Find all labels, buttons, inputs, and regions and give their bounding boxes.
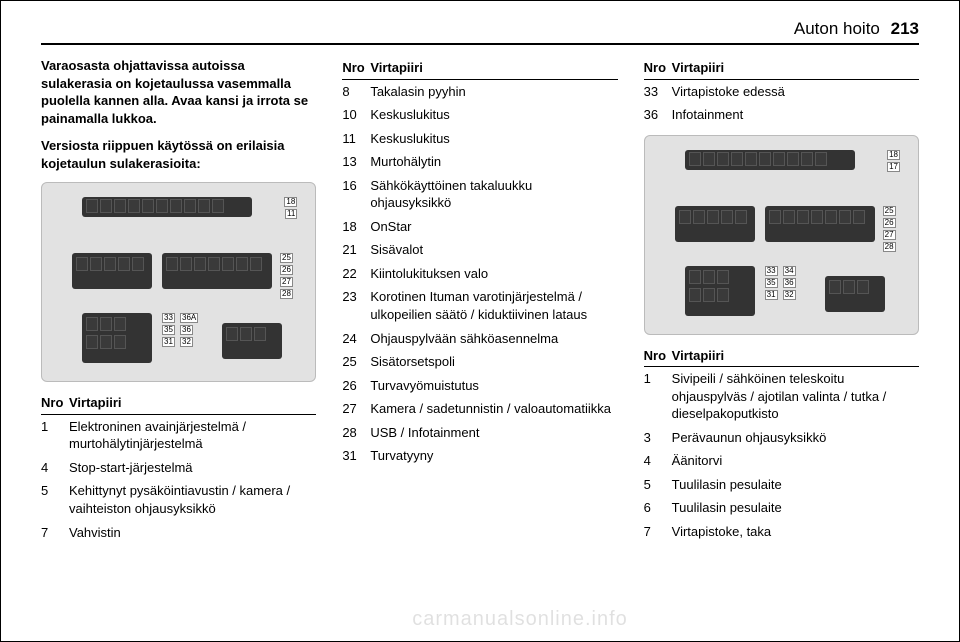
table-row: 1Sivipeili / sähköinen teleskoitu ohjaus… — [644, 367, 919, 426]
table-row: 36Infotainment — [644, 103, 919, 127]
table-row: 5Kehittynyt pysäköintiavustin / kamera /… — [41, 479, 316, 520]
intro-paragraph-1: Varaosasta ohjattavissa autoissa sulaker… — [41, 57, 316, 127]
fuse-table-1: Nro Virtapiiri 1Elektroninen avainjärjes… — [41, 392, 316, 544]
col-header-circuit: Virtapiiri — [370, 57, 617, 79]
col-header-num: Nro — [41, 392, 69, 414]
watermark: carmanualsonline.info — [41, 608, 960, 631]
col-header-num: Nro — [342, 57, 370, 79]
table-row: 3Perävaunun ohjausyksikkö — [644, 426, 919, 450]
table-row: 4Äänitorvi — [644, 449, 919, 473]
table-row: 4Stop-start-järjestelmä — [41, 456, 316, 480]
table-row: 21Sisävalot — [342, 238, 617, 262]
fuse-table-3b: Nro Virtapiiri 1Sivipeili / sähköinen te… — [644, 345, 919, 544]
content-columns: Varaosasta ohjattavissa autoissa sulaker… — [41, 57, 919, 611]
fuse-table-2: Nro Virtapiiri 8Takalasin pyyhin 10Kesku… — [342, 57, 617, 468]
table-row: 11Keskuslukitus — [342, 127, 617, 151]
col-header-num: Nro — [644, 345, 672, 367]
fuse-table-3a: Nro Virtapiiri 33Virtapistoke edessä 36I… — [644, 57, 919, 127]
table-row: 23Korotinen Ituman varotinjärjestelmä / … — [342, 285, 617, 326]
table-row: 33Virtapistoke edessä — [644, 79, 919, 103]
table-row: 5Tuulilasin pesulaite — [644, 473, 919, 497]
table-row: 16Sähkökäyttöinen takaluukku ohjausyksik… — [342, 174, 617, 215]
manual-page: Auton hoito 213 Varaosasta ohjattavissa … — [0, 0, 960, 642]
column-2: Nro Virtapiiri 8Takalasin pyyhin 10Kesku… — [342, 57, 617, 611]
table-row: 7Vahvistin — [41, 521, 316, 545]
table-row: 7Virtapistoke, taka — [644, 520, 919, 544]
page-header: Auton hoito 213 — [794, 19, 919, 39]
col-header-num: Nro — [644, 57, 672, 79]
table-row: 24Ohjauspylvään sähköasennelma — [342, 327, 617, 351]
col-header-circuit: Virtapiiri — [69, 392, 316, 414]
table-row: 18OnStar — [342, 215, 617, 239]
table-row: 13Murtohälytin — [342, 150, 617, 174]
section-title: Auton hoito — [794, 19, 880, 38]
table-row: 27Kamera / sadetunnistin / valoautomatii… — [342, 397, 617, 421]
header-rule — [41, 43, 919, 45]
table-row: 6Tuulilasin pesulaite — [644, 496, 919, 520]
table-row: 8Takalasin pyyhin — [342, 79, 617, 103]
col-header-circuit: Virtapiiri — [672, 57, 919, 79]
table-row: 25Sisätorsetspoli — [342, 350, 617, 374]
table-row: 31Turvatyyny — [342, 444, 617, 468]
column-3: Nro Virtapiiri 33Virtapistoke edessä 36I… — [644, 57, 919, 611]
table-row: 22Kiintolukituksen valo — [342, 262, 617, 286]
fusebox-diagram-2: 18 17 25 26 27 28 — [644, 135, 919, 335]
intro-paragraph-2: Versiosta riippuen käytössä on erilaisia… — [41, 137, 316, 172]
table-row: 1Elektroninen avainjärjestelmä / murtohä… — [41, 414, 316, 456]
table-row: 26Turvavyömuistutus — [342, 374, 617, 398]
table-row: 28USB / Infotainment — [342, 421, 617, 445]
fusebox-diagram-1: 18 11 25 26 27 28 — [41, 182, 316, 382]
page-number: 213 — [891, 19, 919, 38]
column-1: Varaosasta ohjattavissa autoissa sulaker… — [41, 57, 316, 611]
table-row: 10Keskuslukitus — [342, 103, 617, 127]
col-header-circuit: Virtapiiri — [672, 345, 919, 367]
